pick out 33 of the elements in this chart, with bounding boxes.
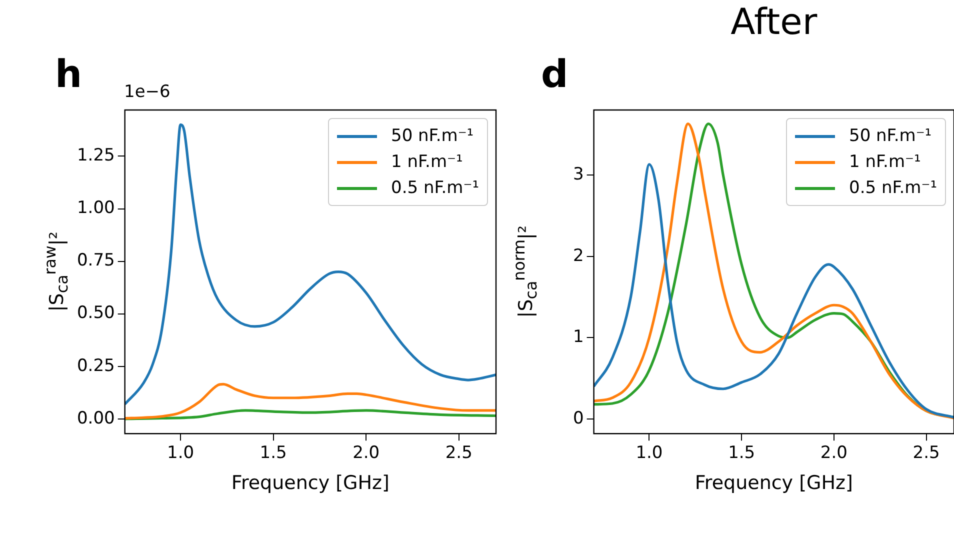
text: h [55,52,82,96]
x-tick-label: 1.0 [636,443,663,464]
x-tick-label: 2.5 [445,443,472,464]
x-tick-label: 2.0 [820,443,848,464]
line-series [124,409,496,420]
legend-label: 50 nF.m⁻¹ [391,126,474,146]
legend-label: 50 nF.m⁻¹ [849,126,932,146]
y-tick-label: 1.00 [76,198,115,218]
x-tick-label: 1.5 [728,443,756,464]
y-tick-label: 0.50 [76,303,115,324]
x-tick-label: 1.5 [260,443,287,464]
line-series [124,123,496,406]
y-tick-label: 0.00 [76,408,115,428]
legend-label: 0.5 nF.m⁻¹ [849,178,938,198]
y-tick-label: 1 [572,327,584,348]
text: d [541,52,568,96]
y-tick-label: 0.25 [76,356,115,376]
x-tick-label: 1.0 [167,443,194,464]
legend-label: 1 nF.m⁻¹ [849,152,921,172]
y-tick-label: 3 [572,164,584,184]
chart-title: After [730,2,818,43]
y-tick-label: 1.25 [76,146,115,166]
legend-label: 1 nF.m⁻¹ [391,152,463,172]
line-series [124,382,496,420]
y-tick-label: 0 [572,408,584,428]
x-axis-title: Frequency [GHz] [694,472,854,494]
legend-label: 0.5 nF.m⁻¹ [391,178,480,198]
x-tick-label: 2.5 [912,443,940,464]
y-tick-label: 0.75 [76,250,115,271]
y-tick-label: 2 [572,246,584,266]
x-tick-label: 2.0 [352,443,380,464]
text: 1e−6 [124,82,170,102]
x-axis-title: Frequency [GHz] [230,472,390,494]
